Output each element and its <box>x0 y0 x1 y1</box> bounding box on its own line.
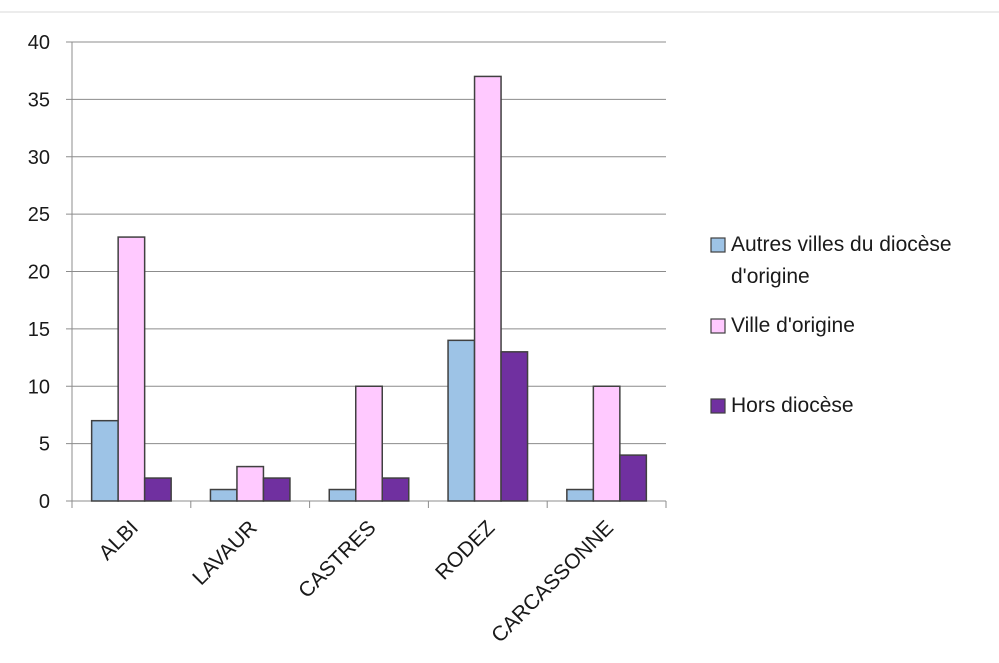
x-category-label: LAVAUR <box>188 516 261 589</box>
legend-label-series-1: d'origine <box>731 265 810 288</box>
legend-label-series-1: Autres villes du diocèse <box>731 233 952 256</box>
gridlines <box>72 41 666 445</box>
bars <box>90 75 648 502</box>
legend-swatch-series-3 <box>710 398 726 414</box>
legend-swatch-series-1 <box>710 237 726 253</box>
bar-lavaur-series-3 <box>262 477 291 502</box>
legend-label-series-2: Ville d'origine <box>731 314 855 337</box>
bar-castres-series-1 <box>328 488 357 502</box>
y-tick-label: 40 <box>28 32 50 54</box>
bar-lavaur-series-1 <box>209 488 238 502</box>
bar-albi-series-1 <box>90 419 119 502</box>
bar-rodez-series-2 <box>473 75 502 502</box>
y-tick-label: 5 <box>39 434 50 456</box>
bar-albi-series-2 <box>117 236 146 502</box>
bar-rodez-series-3 <box>500 351 529 502</box>
y-tick-label: 20 <box>28 262 50 284</box>
bar-lavaur-series-2 <box>236 465 265 502</box>
bar-castres-series-3 <box>381 477 410 502</box>
x-category-label: ALBI <box>94 516 142 564</box>
legend-label-series-3: Hors diocèse <box>731 394 854 417</box>
y-tick-label: 35 <box>28 89 50 111</box>
bar-castres-series-2 <box>355 385 383 502</box>
bar-carcassonne-series-2 <box>592 385 621 502</box>
bar-rodez-series-1 <box>447 339 476 502</box>
x-category-label: RODEZ <box>431 516 499 584</box>
legend-swatch-series-2 <box>710 318 726 334</box>
y-tick-label: 25 <box>28 204 50 226</box>
bar-albi-series-3 <box>143 477 172 502</box>
labels: 0 5 10 15 20 25 30 35 40 ALBI LAVAUR CASTRES RODEZCA… <box>28 32 618 647</box>
x-category-label: CARCASSONNE <box>487 516 618 647</box>
legend: Autres villes du diocèse d'origine Ville d… <box>710 233 952 417</box>
y-tick-label: 0 <box>39 491 50 513</box>
bar-carcassonne-series-3 <box>619 454 648 502</box>
y-tick-label: 10 <box>28 376 50 398</box>
bar-carcassonne-series-1 <box>566 488 595 502</box>
y-tick-label: 15 <box>28 319 50 341</box>
x-category-label: CASTRES <box>294 516 380 602</box>
y-tick-label: 30 <box>28 147 50 169</box>
